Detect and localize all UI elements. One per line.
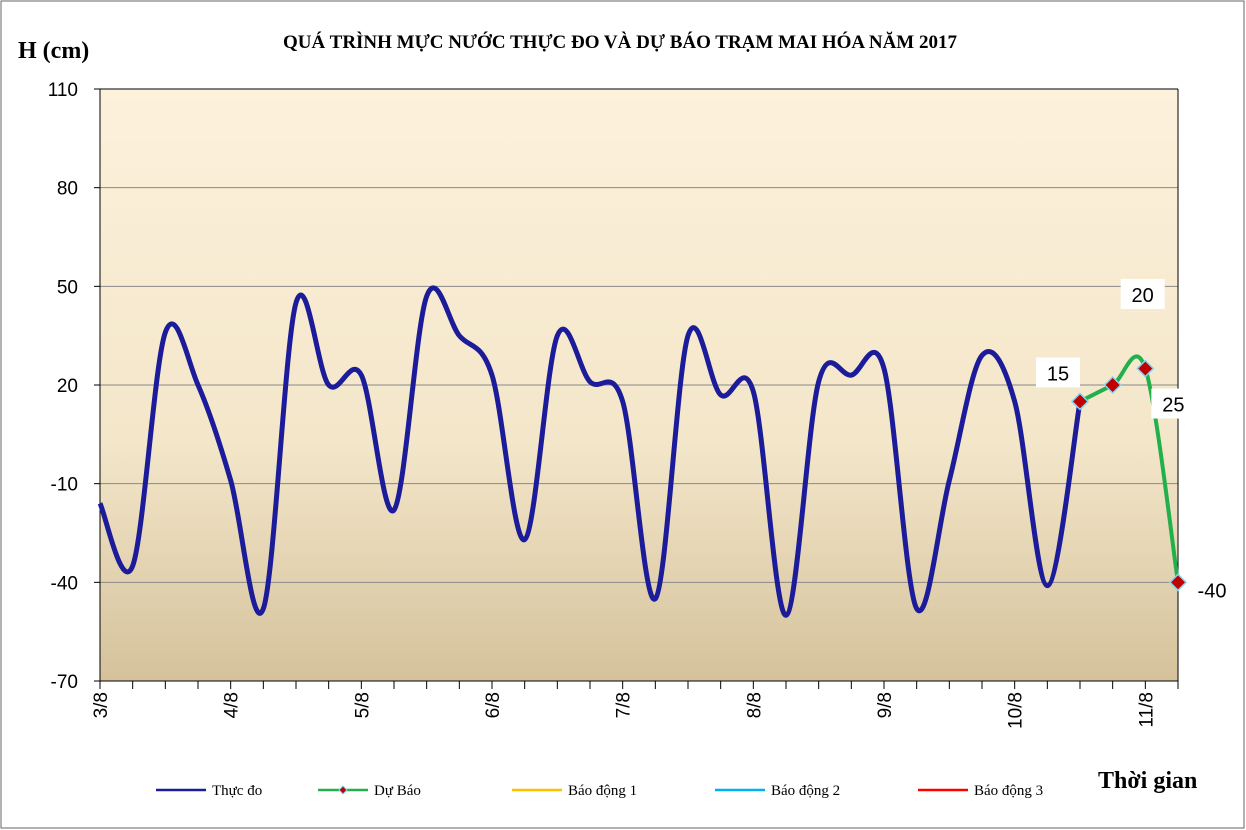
chart-title: QUÁ TRÌNH MỰC NƯỚC THỰC ĐO VÀ DỰ BÁO TRẠ… <box>283 31 957 53</box>
data-label-bg <box>1036 357 1080 388</box>
x-tick-label: 4/8 <box>222 692 243 718</box>
y-tick-label: -70 <box>51 672 78 693</box>
y-tick-label: -10 <box>51 475 78 496</box>
legend-label: Báo động 2 <box>771 783 840 799</box>
x-tick-label: 5/8 <box>352 692 373 718</box>
x-tick-label: 7/8 <box>614 692 635 718</box>
x-tick-label: 9/8 <box>875 692 896 718</box>
series-line <box>1079 354 1180 583</box>
marker <box>1136 359 1155 378</box>
x-tick-label: 6/8 <box>483 692 504 718</box>
legend-label: Thực đo <box>212 783 262 799</box>
legend-marker <box>338 785 348 795</box>
data-label: -40 <box>1198 580 1227 602</box>
series-line <box>97 285 1083 618</box>
data-label: 20 <box>1132 285 1154 307</box>
data-label-bg <box>1151 388 1196 419</box>
marker <box>1168 573 1188 592</box>
y-tick-label: 110 <box>48 80 78 101</box>
marker <box>1070 392 1090 411</box>
data-label: 15 <box>1047 363 1069 385</box>
y-axis-label: H (cm) <box>18 38 89 64</box>
y-tick-label: 20 <box>57 376 78 397</box>
legend-label: Báo động 3 <box>974 783 1043 799</box>
data-label-bg <box>1120 279 1165 309</box>
legend-label: Dự Báo <box>374 783 421 799</box>
y-tick-label: -40 <box>51 573 78 594</box>
x-axis-label: Thời gian <box>1098 768 1197 794</box>
y-tick-label: 80 <box>57 179 78 200</box>
x-tick-label: 3/8 <box>91 692 112 718</box>
legend-label: Báo động 1 <box>568 783 637 799</box>
data-label-bg <box>1190 574 1234 605</box>
y-tick-label: 50 <box>57 277 78 298</box>
x-tick-label: 11/8 <box>1136 692 1157 728</box>
marker <box>1103 375 1122 395</box>
data-label: 25 <box>1162 395 1184 417</box>
x-tick-label: 10/8 <box>1006 692 1027 729</box>
x-tick-label: 8/8 <box>744 692 765 718</box>
